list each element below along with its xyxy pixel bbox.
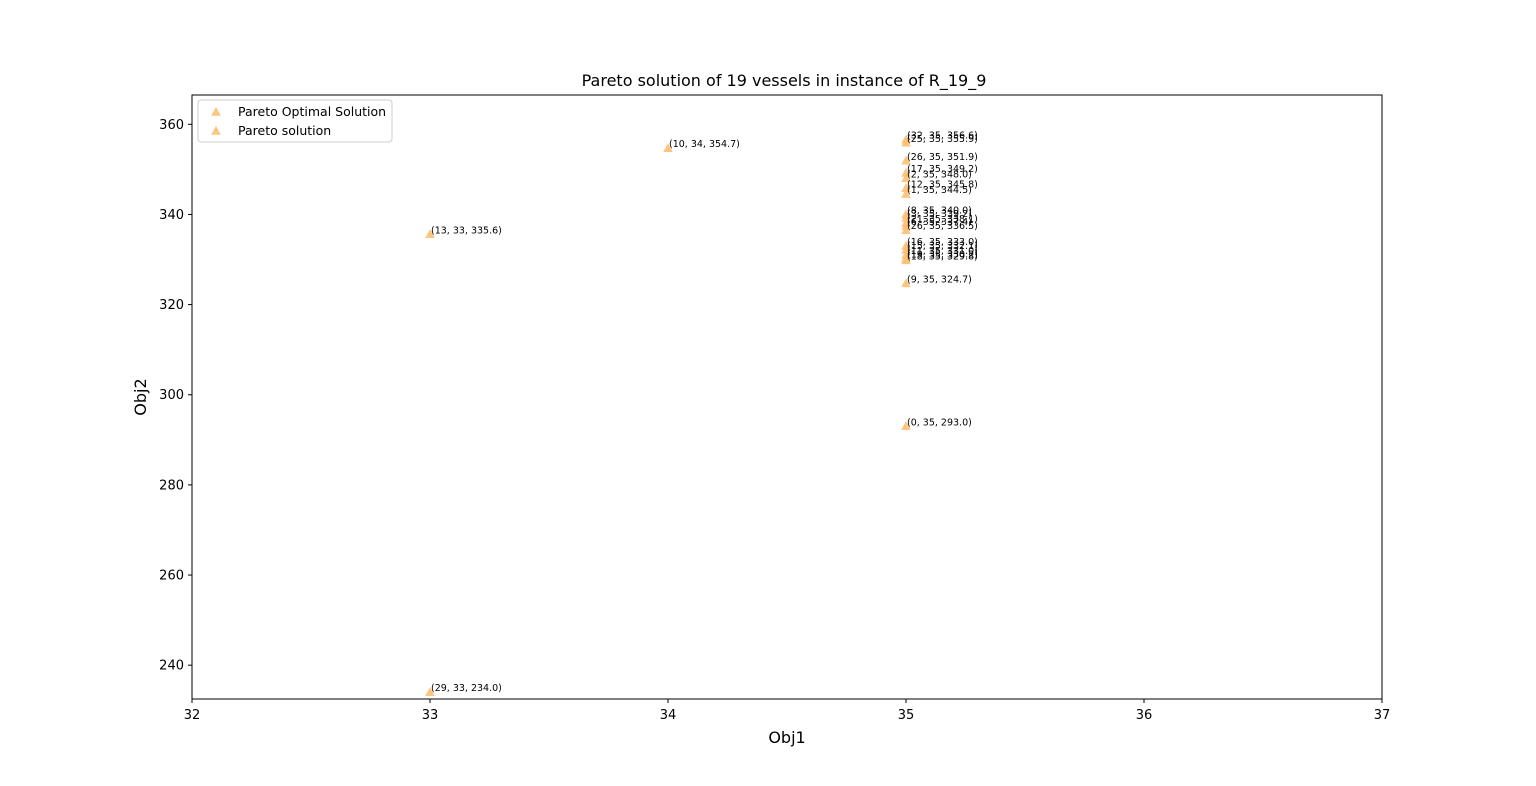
legend-box <box>197 99 393 143</box>
data-label: (32, 35, 356.6) <box>907 131 978 142</box>
chart-title: Pareto solution of 19 vessels in instanc… <box>582 71 987 91</box>
data-label: (2, 35, 348.0) <box>907 169 972 180</box>
y-tick-label: 340 <box>159 208 184 223</box>
data-label: (13, 33, 335.6) <box>431 225 502 236</box>
data-point <box>425 687 435 696</box>
data-label: (25, 35, 355.9) <box>907 134 978 145</box>
data-label: (0, 35, 293.0) <box>907 417 972 428</box>
data-point <box>901 225 911 234</box>
y-tick-label: 280 <box>159 478 184 493</box>
data-point <box>901 155 911 165</box>
y-tick-label: 240 <box>159 659 184 674</box>
y-tick-label: 320 <box>159 298 184 313</box>
data-point <box>901 245 911 254</box>
data-label: (6, 35, 337.4) <box>907 217 972 228</box>
data-label: (19, 35, 330.2) <box>907 250 978 261</box>
x-tick-label: 35 <box>898 708 915 723</box>
data-label: (8, 35, 340.0) <box>907 205 972 216</box>
data-label: (12, 35, 345.8) <box>907 179 978 190</box>
data-point <box>425 229 435 239</box>
x-tick-label: 32 <box>184 708 201 723</box>
data-label: (9, 35, 324.7) <box>907 274 972 285</box>
data-label: (11, 35, 331.0) <box>907 246 978 257</box>
data-label: (3, 35, 339.2) <box>907 209 972 220</box>
legend-marker <box>211 107 221 116</box>
y-tick-label: 300 <box>159 388 184 403</box>
data-point <box>901 137 911 147</box>
y-tick-label: 360 <box>159 118 184 133</box>
legend-entry-label: Pareto Optimal Solution <box>238 104 386 119</box>
y-tick-label: 260 <box>159 569 184 584</box>
data-point <box>901 213 911 222</box>
x-tick-label: 34 <box>660 708 677 723</box>
data-point <box>901 183 911 193</box>
legend-marker <box>211 126 221 135</box>
legend-entry-label: Pareto solution <box>238 123 331 138</box>
data-point <box>901 173 911 183</box>
data-label: (10, 34, 354.7) <box>669 139 740 150</box>
data-label: (29, 33, 234.0) <box>431 683 502 694</box>
data-point <box>901 421 911 431</box>
plot-area: (32, 35, 356.6)(25, 35, 355.9) (10, 34, 3… <box>425 131 978 696</box>
x-tick-label: 36 <box>1136 708 1153 723</box>
data-label: (18, 35, 329.8) <box>907 251 978 262</box>
data-point <box>901 278 911 288</box>
data-point <box>663 143 673 152</box>
data-label: (15, 35, 332.1) <box>907 241 978 252</box>
data-label: (1, 35, 344.5) <box>907 185 972 196</box>
x-axis-label: Obj1 <box>768 728 805 747</box>
data-point <box>901 189 911 198</box>
data-label: (26, 35, 336.5) <box>907 221 978 232</box>
x-tick-label: 33 <box>422 708 439 723</box>
x-tick-label: 37 <box>1374 708 1391 723</box>
y-axis: 240 260 280 300 320 340 360 <box>159 118 192 674</box>
data-label: (16, 35, 333.0) <box>907 237 978 248</box>
legend: Pareto Optimal Solution Pareto solution <box>197 99 393 143</box>
data-point <box>901 255 911 265</box>
data-label: (21, 35, 338.1) <box>907 214 978 225</box>
data-point <box>901 167 911 177</box>
data-label: (26, 35, 351.9) <box>907 152 978 163</box>
data-label: (17, 35, 349.2) <box>907 164 978 175</box>
axes-frame <box>191 94 1383 700</box>
x-axis: 32 33 34 35 36 37 <box>184 699 1391 723</box>
y-axis-label: Obj2 <box>131 378 150 415</box>
